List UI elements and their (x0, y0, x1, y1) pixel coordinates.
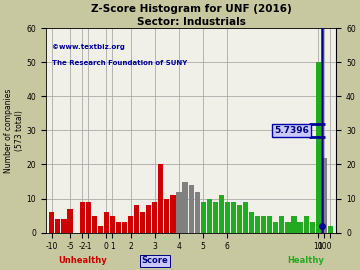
Bar (152, 202, 157, 233)
Text: ©www.textbiz.org: ©www.textbiz.org (51, 43, 125, 50)
Bar (176, 192, 181, 233)
Bar (116, 222, 121, 233)
Text: Unhealthy: Unhealthy (58, 256, 107, 265)
Bar (291, 216, 297, 233)
Text: Score: Score (141, 256, 168, 265)
Bar (98, 226, 103, 233)
Bar (219, 195, 224, 233)
Bar (322, 158, 327, 233)
Bar (80, 202, 85, 233)
Bar (328, 226, 333, 233)
Bar (243, 202, 248, 233)
Bar (49, 212, 54, 233)
Bar (237, 205, 242, 233)
Bar (297, 222, 303, 233)
Text: 5.7396: 5.7396 (274, 126, 309, 135)
Bar (122, 222, 127, 233)
Bar (273, 222, 278, 233)
Bar (310, 222, 315, 233)
Bar (255, 216, 260, 233)
Bar (92, 216, 97, 233)
Bar (261, 216, 266, 233)
Bar (225, 202, 230, 233)
Bar (231, 202, 236, 233)
Title: Z-Score Histogram for UNF (2016)
Sector: Industrials: Z-Score Histogram for UNF (2016) Sector:… (91, 4, 292, 27)
Bar (158, 164, 163, 233)
Bar (249, 212, 254, 233)
Bar (164, 198, 170, 233)
Bar (213, 202, 218, 233)
Bar (183, 181, 188, 233)
Bar (170, 195, 176, 233)
Bar (201, 202, 206, 233)
Bar (189, 185, 194, 233)
Y-axis label: Number of companies
(573 total): Number of companies (573 total) (4, 88, 23, 173)
Bar (267, 216, 273, 233)
Bar (134, 205, 139, 233)
Bar (316, 62, 321, 233)
Bar (303, 216, 309, 233)
Bar (146, 205, 151, 233)
Text: The Research Foundation of SUNY: The Research Foundation of SUNY (51, 60, 187, 66)
Bar (62, 219, 67, 233)
Bar (67, 209, 73, 233)
Bar (128, 216, 133, 233)
Bar (207, 198, 212, 233)
Bar (140, 212, 145, 233)
Bar (86, 202, 91, 233)
Bar (55, 219, 60, 233)
Text: Healthy: Healthy (288, 256, 324, 265)
Bar (110, 216, 115, 233)
Bar (194, 192, 200, 233)
Bar (104, 212, 109, 233)
Bar (279, 216, 284, 233)
Bar (285, 222, 291, 233)
